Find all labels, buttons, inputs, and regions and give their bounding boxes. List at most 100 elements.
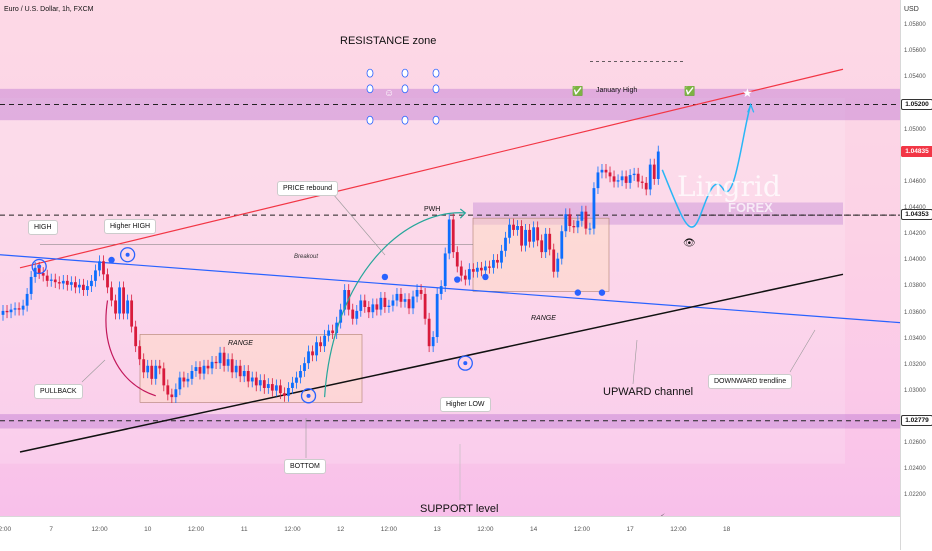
time-tick: 12:00 — [573, 526, 591, 533]
candle-body — [162, 368, 166, 386]
candle-body — [459, 266, 463, 276]
pullback-label: PULLBACK — [34, 384, 83, 399]
candle-body — [303, 363, 306, 371]
price-axis[interactable]: USD 1.05800 1.05600 1.05400 1.05000 1.04600 1… — [900, 0, 932, 550]
candle-body — [443, 253, 447, 287]
price-tick: 1.05600 — [904, 48, 926, 55]
candle-body — [214, 361, 218, 364]
higher-low-label: Higher LOW — [440, 397, 491, 412]
range-box-2 — [472, 217, 610, 292]
candle-body — [86, 286, 89, 291]
projection-path — [661, 104, 752, 228]
candle-body — [512, 224, 515, 230]
price-tick: 1.05000 — [904, 126, 926, 133]
candle-body — [287, 387, 290, 396]
candle-body — [520, 225, 523, 246]
candle-body — [258, 380, 262, 386]
candle-body — [274, 385, 278, 391]
time-tick: 7 — [49, 526, 54, 533]
candle-body — [266, 384, 270, 388]
candle-body — [331, 330, 335, 334]
flag-icon: ☺ — [384, 88, 395, 99]
candle-body — [363, 300, 367, 307]
range-label-2: RANGE — [531, 315, 556, 322]
january-high-label: January High — [596, 87, 638, 94]
upward-channel-label: UPWARD channel — [603, 386, 694, 398]
candle-body — [544, 233, 548, 253]
candle-body — [210, 361, 214, 369]
candle-body — [174, 389, 178, 398]
time-tick: 13 — [433, 526, 441, 533]
candle-body — [29, 276, 33, 294]
candle-body — [182, 377, 186, 382]
price-tick: 1.04600 — [904, 178, 926, 185]
rebound-pointer — [332, 193, 386, 256]
time-tick: 11 — [240, 526, 248, 533]
candle-body — [234, 365, 238, 373]
candle-body — [648, 164, 652, 190]
candle-body — [359, 300, 363, 311]
zone-handle-0-1 — [366, 84, 374, 94]
candle-body — [584, 211, 588, 229]
time-axis[interactable]: 12:00 7 12:00 10 12:00 11 12:00 12 12:00 13 12:00 1… — [0, 516, 900, 551]
candle-body — [218, 352, 222, 364]
candle-body — [572, 225, 576, 228]
candle-body — [415, 290, 419, 297]
candle-body — [90, 280, 93, 287]
zones-layer — [0, 88, 900, 464]
candle-body — [110, 287, 113, 301]
symbol-title: Euro / U.S. Dollar, 1h, FXCM — [4, 6, 94, 13]
candle-body — [628, 175, 632, 183]
candle-body — [484, 266, 487, 271]
candle-body — [612, 176, 616, 182]
channel-pointer — [632, 339, 638, 385]
candle-body — [94, 270, 97, 281]
lightning-icon[interactable]: ⚡ — [659, 512, 665, 516]
candle-body — [25, 293, 29, 306]
candle-body — [146, 365, 150, 373]
candle-body — [73, 282, 77, 288]
time-tick: 18 — [722, 526, 731, 533]
candle-body — [431, 337, 435, 347]
candle-body — [142, 359, 146, 373]
time-tick: 12:00 — [91, 526, 108, 533]
support-level-label: SUPPORT level — [420, 503, 499, 515]
candle-body — [387, 305, 391, 307]
candle-body — [13, 308, 17, 310]
candle-body — [379, 297, 383, 310]
check-icon-left: ✅ — [572, 86, 584, 96]
candle-body — [327, 330, 331, 336]
price-tick: 1.05400 — [904, 74, 926, 81]
pivot-circle-2 — [300, 388, 317, 404]
candle-body — [383, 297, 387, 307]
bottom-label: BOTTOM — [284, 459, 326, 474]
candle-body — [194, 367, 198, 371]
candle-body — [307, 351, 310, 364]
price-tick: 1.04000 — [904, 257, 926, 264]
candle-body — [463, 275, 467, 280]
candle-body — [41, 273, 45, 276]
candle-body — [186, 378, 190, 382]
price-tag: 1.02779 — [901, 414, 932, 426]
candle-body — [319, 342, 322, 347]
eye-icon: 👁 — [683, 238, 696, 249]
candle-body — [202, 365, 206, 374]
price-chart-plot[interactable]: Euro / U.S. Dollar, 1h, FXCM RESISTANCE … — [0, 0, 900, 516]
candle-body — [158, 365, 162, 369]
candle-body — [246, 370, 250, 382]
candle-body — [130, 300, 134, 327]
zone-handle-1-2 — [401, 115, 409, 125]
price-tick: 1.03200 — [904, 361, 926, 368]
time-tick: 12:00 — [477, 526, 494, 533]
currency-label: USD — [904, 6, 919, 13]
projection-arrowhead — [747, 102, 755, 113]
candle-body — [154, 365, 158, 379]
candle-body — [536, 227, 540, 241]
candle-body — [596, 172, 600, 189]
candle-body — [45, 275, 49, 281]
candle-body — [5, 310, 9, 313]
price-tick: 1.03600 — [904, 309, 926, 316]
price-tick: 1.03800 — [904, 283, 926, 290]
candle-body — [311, 351, 314, 356]
